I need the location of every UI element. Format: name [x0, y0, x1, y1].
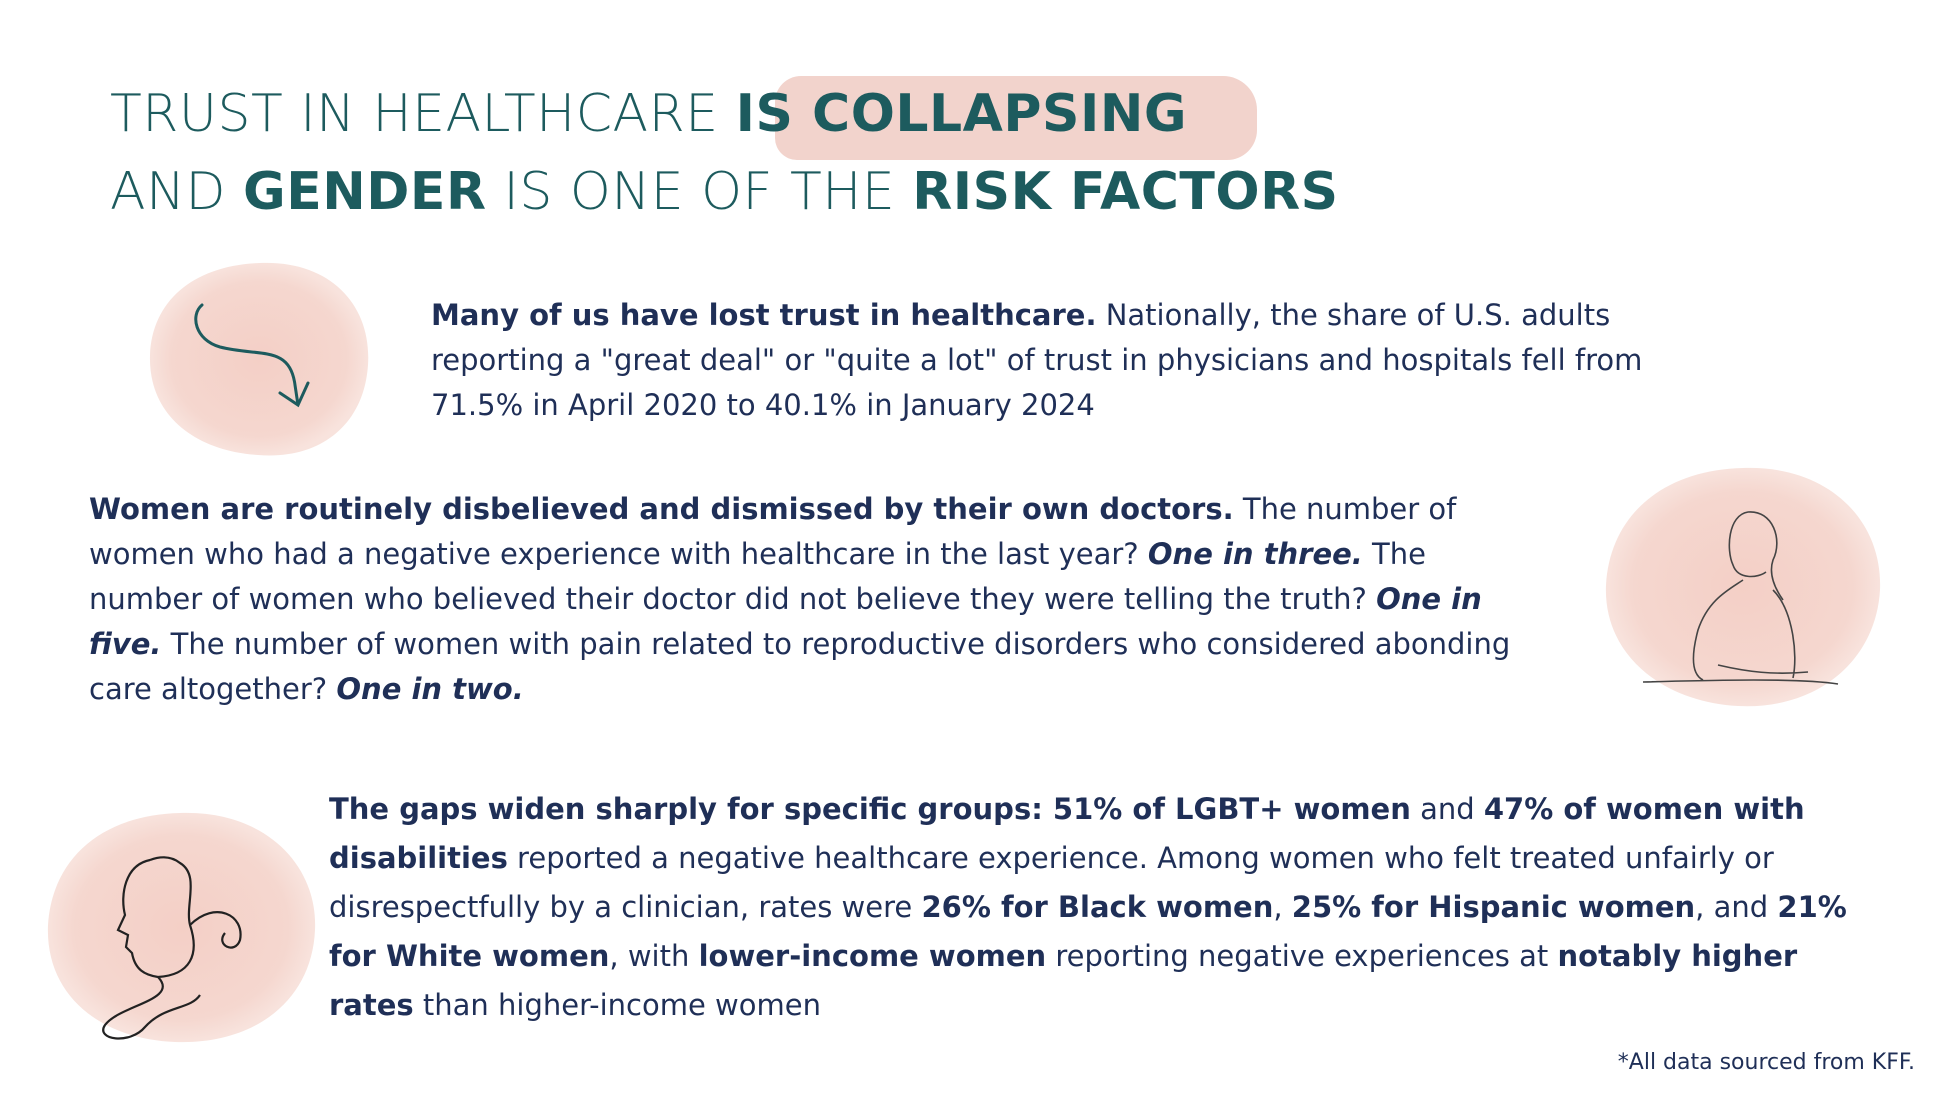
body-text: and — [1410, 792, 1484, 826]
body-text: Nationally, the share of U.S. adults rep… — [431, 298, 1643, 422]
body-text: , and — [1695, 890, 1778, 924]
emphasis: One in two. — [336, 672, 524, 706]
body-text: The number of women with pain related to… — [89, 627, 1511, 706]
emphasis: 26% for Black women — [921, 890, 1274, 924]
body-text: reporting negative experiences at — [1046, 939, 1558, 973]
title-line: TRUST IN HEALTHCARE IS COLLAPSING — [110, 84, 1187, 144]
emphasis: 25% for Hispanic women — [1291, 890, 1696, 924]
emphasis: One in five. — [89, 582, 1482, 661]
body-text: , with — [609, 939, 699, 973]
lead: The gaps widen sharply for specific grou… — [329, 792, 1411, 826]
paragraph: Women are routinely disbelieved and dism… — [89, 487, 1529, 712]
body-text: reported a negative healthcare experienc… — [329, 841, 1774, 924]
lead: Many of us have lost trust in healthcare… — [431, 298, 1097, 332]
arrow-icon — [149, 262, 369, 456]
body-text: than higher-income women — [413, 988, 821, 1022]
emphasis: lower-income women — [698, 939, 1047, 973]
title-emphasis: RISK FACTORS — [912, 162, 1339, 222]
woman-icon — [1605, 467, 1881, 707]
title-emphasis: IS COLLAPSING — [735, 84, 1188, 144]
title-text: TRUST IN HEALTHCARE — [110, 84, 736, 144]
title-emphasis: GENDER — [243, 162, 487, 222]
title-text: AND — [110, 162, 244, 222]
title-line: AND GENDER IS ONE OF THE RISK FACTORS — [110, 162, 1339, 222]
highlight — [775, 76, 1257, 160]
body-text: The number of women who had a negative e… — [89, 492, 1457, 571]
body-text: , — [1273, 890, 1292, 924]
emphasis: One in three. — [1147, 537, 1363, 571]
paragraph: Many of us have lost trust in healthcare… — [431, 293, 1681, 428]
face-icon — [47, 812, 316, 1043]
lead: Women are routinely disbelieved and dism… — [89, 492, 1234, 526]
paragraph: The gaps widen sharply for specific grou… — [329, 785, 1889, 1030]
emphasis: 21% for White women — [329, 890, 1847, 973]
emphasis: notably higher rates — [329, 939, 1798, 1022]
title-text: IS ONE OF THE — [486, 162, 913, 222]
emphasis: 47% of women with disabilities — [329, 792, 1805, 875]
body-text: The number of women who believed their d… — [89, 537, 1426, 616]
footnote: *All data sourced from KFF. — [1617, 1050, 1915, 1075]
